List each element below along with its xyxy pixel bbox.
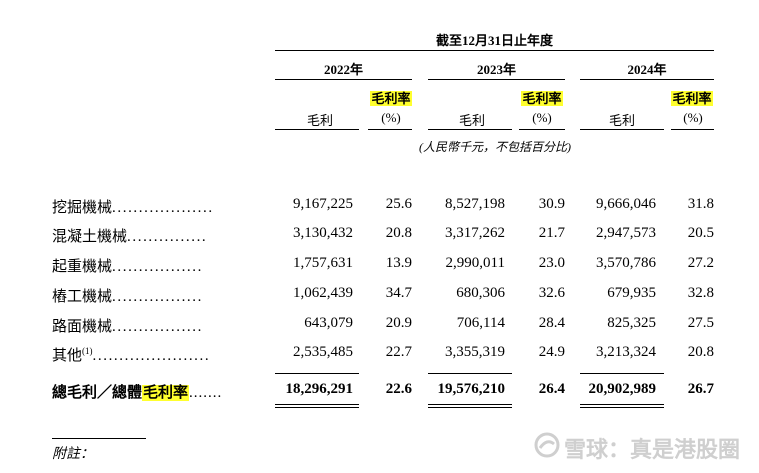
total-double-rule-2023: [428, 404, 512, 408]
total-profit-2023: 19,576,210: [437, 381, 506, 397]
cell-profit-2023: 706,114: [456, 315, 505, 331]
cell-profit-2022: 2,535,485: [293, 344, 353, 360]
year-2023-rule: [428, 79, 565, 80]
row-label: 混凝土機械...............: [52, 225, 207, 246]
pct-rule-2022: [368, 129, 412, 130]
total-profit-2022: 18,296,291: [285, 381, 354, 397]
cell-profit-2024: 825,325: [607, 315, 656, 331]
row-label: 挖掘機械...................: [52, 196, 214, 217]
margin-header-2022: 毛利率: [370, 91, 412, 106]
cell-margin-2022: 20.9: [385, 315, 412, 331]
pct-rule-2024: [671, 129, 714, 130]
cell-profit-2023: 680,306: [456, 285, 505, 301]
period-rule: [275, 50, 714, 51]
year-2023-header: 2023年: [476, 62, 516, 77]
total-margin-2023: 26.4: [538, 381, 565, 397]
dot-leader: ......................: [92, 348, 211, 364]
dot-leader: .................: [112, 259, 203, 275]
cell-margin-2023: 28.4: [538, 315, 565, 331]
row-label-text: 樁工機械: [52, 289, 113, 305]
subtotal-rule-2022: [275, 373, 359, 374]
cell-profit-2024: 2,947,573: [596, 225, 656, 241]
total-margin-2022: 22.6: [385, 381, 412, 397]
pct-header-2024: (%): [683, 110, 703, 125]
margin-header-2024: 毛利率: [671, 91, 713, 106]
row-label-text: 起重機械: [52, 259, 113, 275]
total-double-rule-2024: [580, 404, 664, 408]
cell-margin-2024: 31.8: [687, 196, 714, 212]
profit-rule-2022: [275, 129, 359, 130]
cell-profit-2022: 9,167,225: [293, 196, 353, 212]
cell-profit-2023: 2,990,011: [445, 255, 505, 271]
margin-header-2023: 毛利率: [521, 91, 563, 106]
snowball-logo-icon: [534, 432, 560, 458]
cell-margin-2023: 21.7: [538, 225, 565, 241]
cell-margin-2022: 20.8: [385, 225, 412, 241]
dot-leader: .................: [112, 289, 203, 305]
pct-rule-2023: [519, 129, 565, 130]
cell-profit-2024: 679,935: [607, 285, 656, 301]
cell-margin-2023: 23.0: [538, 255, 565, 271]
row-label-text: 路面機械: [52, 319, 113, 335]
year-2024-rule: [580, 79, 714, 80]
cell-margin-2024: 27.5: [687, 315, 714, 331]
total-double-rule-2022: [275, 404, 359, 408]
profit-header-2023: 毛利: [458, 113, 485, 128]
row-label: 起重機械.................: [52, 255, 203, 276]
cell-profit-2022: 3,130,432: [293, 225, 353, 241]
cell-profit-2024: 3,213,324: [596, 344, 656, 360]
profit-header-2022: 毛利: [306, 113, 333, 128]
cell-margin-2023: 24.9: [538, 344, 565, 360]
year-2024-header: 2024年: [627, 62, 667, 77]
pct-header-2023: (%): [532, 110, 552, 125]
subtotal-rule-2023: [428, 373, 512, 374]
cell-margin-2024: 20.5: [687, 225, 714, 241]
row-label-text: 挖掘機械: [52, 200, 113, 216]
profit-header-2024: 毛利: [608, 113, 635, 128]
cell-margin-2022: 25.6: [385, 196, 412, 212]
profit-rule-2024: [580, 129, 664, 130]
total-margin-2024: 26.7: [687, 381, 714, 397]
notes-rule: [52, 438, 146, 439]
cell-profit-2023: 8,527,198: [445, 196, 505, 212]
cell-margin-2022: 13.9: [385, 255, 412, 271]
cell-profit-2024: 9,666,046: [596, 196, 656, 212]
row-label-text: 混凝土機械: [52, 229, 128, 245]
watermark-text: 雪球：真是港股圈: [564, 438, 741, 463]
subtotal-rule-2024: [580, 373, 664, 374]
notes-label: 附註：: [52, 447, 94, 462]
row-label: 路面機械.................: [52, 315, 203, 336]
unit-note: (人民幣千元，不包括百分比): [419, 140, 571, 154]
year-2022-rule: [275, 79, 412, 80]
dot-leader: .................: [112, 319, 203, 335]
cell-margin-2022: 34.7: [385, 285, 412, 301]
cell-profit-2024: 3,570,786: [596, 255, 656, 271]
cell-margin-2023: 32.6: [538, 285, 565, 301]
cell-margin-2023: 30.9: [538, 196, 565, 212]
total-profit-2024: 20,902,989: [588, 381, 657, 397]
cell-profit-2022: 643,079: [304, 315, 353, 331]
period-header: 截至12月31日止年度: [435, 33, 553, 48]
cell-profit-2022: 1,062,439: [293, 285, 353, 301]
footnote-marker: (1): [82, 346, 93, 356]
row-label: 其他(1)......................: [52, 344, 210, 365]
cell-profit-2023: 3,317,262: [445, 225, 505, 241]
dot-leader: ...............: [127, 229, 208, 245]
cell-margin-2024: 32.8: [687, 285, 714, 301]
dot-leader: ...................: [112, 200, 214, 216]
cell-margin-2024: 27.2: [687, 255, 714, 271]
row-label: 樁工機械.................: [52, 285, 203, 306]
profit-rule-2023: [428, 129, 512, 130]
cell-profit-2022: 1,757,631: [293, 255, 353, 271]
row-label-text: 其他: [52, 348, 83, 364]
cell-profit-2023: 3,355,319: [445, 344, 505, 360]
cell-margin-2022: 22.7: [385, 344, 412, 360]
year-2022-header: 2022年: [323, 62, 363, 77]
cell-margin-2024: 20.8: [687, 344, 714, 360]
total-label: 總毛利／總體毛利率.......: [52, 385, 223, 401]
pct-header-2022: (%): [381, 110, 401, 125]
